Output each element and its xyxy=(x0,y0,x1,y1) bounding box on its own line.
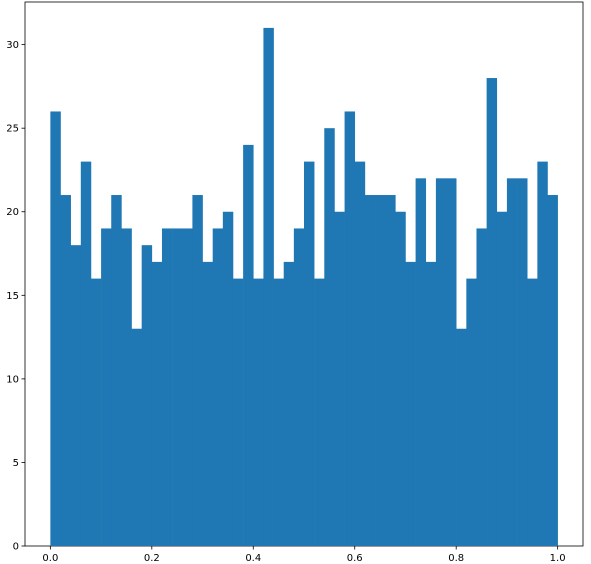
x-tick-label: 0.4 xyxy=(245,553,261,564)
bar xyxy=(202,261,213,546)
bar xyxy=(496,211,508,547)
bar xyxy=(121,228,132,546)
bar xyxy=(385,195,396,546)
bar xyxy=(273,278,285,546)
bar xyxy=(435,178,447,546)
bar xyxy=(354,161,366,547)
bar xyxy=(263,27,274,546)
y-tick-label: 15 xyxy=(6,291,19,302)
bar xyxy=(212,228,224,546)
bar xyxy=(192,195,203,546)
bar xyxy=(253,278,264,546)
bar xyxy=(222,211,234,547)
x-tick-label: 0.2 xyxy=(144,553,160,564)
bar xyxy=(547,195,558,546)
bar xyxy=(517,178,528,546)
x-tick-label: 0.8 xyxy=(448,553,464,564)
bar xyxy=(466,278,477,546)
bar xyxy=(395,211,406,547)
bar xyxy=(456,328,467,546)
bar xyxy=(141,245,153,546)
bar xyxy=(506,178,518,546)
bar xyxy=(537,161,548,547)
bar xyxy=(232,278,244,546)
x-tick-label: 0.6 xyxy=(347,553,363,564)
bar xyxy=(283,261,295,546)
bar xyxy=(172,228,183,546)
bar xyxy=(476,228,487,546)
bar xyxy=(324,128,335,546)
bar xyxy=(80,161,92,547)
y-tick-label: 5 xyxy=(13,458,19,469)
bar xyxy=(151,261,163,546)
bar xyxy=(111,195,122,546)
bar xyxy=(314,278,325,546)
bar xyxy=(334,211,345,547)
bar xyxy=(344,111,356,547)
y-tick-label: 0 xyxy=(13,542,19,553)
y-tick-label: 20 xyxy=(6,207,19,218)
bar xyxy=(60,195,71,546)
bar xyxy=(50,111,61,547)
bar xyxy=(161,228,173,546)
bar xyxy=(415,178,427,546)
bar xyxy=(446,178,457,546)
bar xyxy=(375,195,386,546)
bar xyxy=(405,261,416,546)
y-tick-label: 30 xyxy=(6,40,19,51)
y-tick-label: 10 xyxy=(6,374,19,385)
x-tick-label: 0.0 xyxy=(42,553,58,564)
x-tick-label: 1.0 xyxy=(550,553,566,564)
y-tick-label: 25 xyxy=(6,124,19,135)
bar xyxy=(101,228,112,546)
bar xyxy=(364,195,376,546)
bar xyxy=(304,161,315,547)
bar xyxy=(293,228,305,546)
bar xyxy=(182,228,193,546)
bar xyxy=(486,78,498,547)
bar xyxy=(527,278,538,546)
bar xyxy=(243,144,254,546)
bar xyxy=(425,261,437,546)
bar xyxy=(90,278,102,546)
bar xyxy=(70,245,82,546)
bar xyxy=(131,328,142,546)
